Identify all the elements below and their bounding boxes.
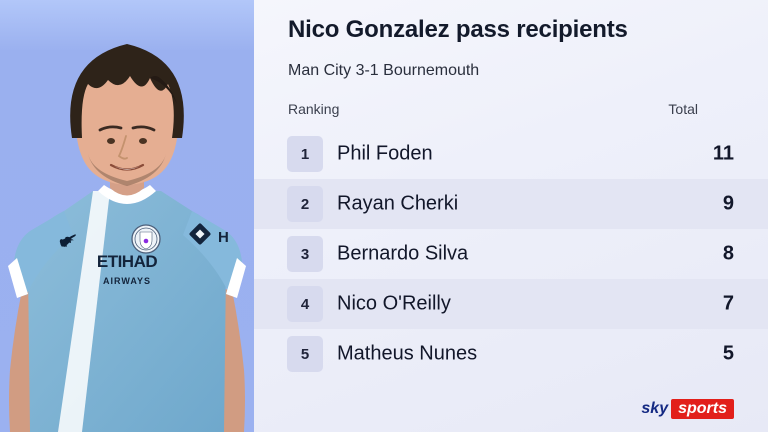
svg-text:ETIHAD: ETIHAD — [97, 252, 158, 271]
svg-text:AIRWAYS: AIRWAYS — [103, 276, 151, 286]
svg-text:H: H — [218, 229, 229, 246]
